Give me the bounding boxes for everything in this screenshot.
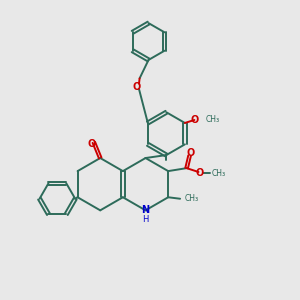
Text: H: H [142,215,148,224]
Text: O: O [187,148,195,158]
Text: CH₃: CH₃ [212,169,226,178]
Text: N: N [142,205,150,215]
Text: CH₃: CH₃ [184,194,199,203]
Text: O: O [191,115,199,125]
Text: O: O [133,82,141,92]
Text: CH₃: CH₃ [206,116,220,124]
Text: O: O [196,169,204,178]
Text: O: O [88,139,96,149]
